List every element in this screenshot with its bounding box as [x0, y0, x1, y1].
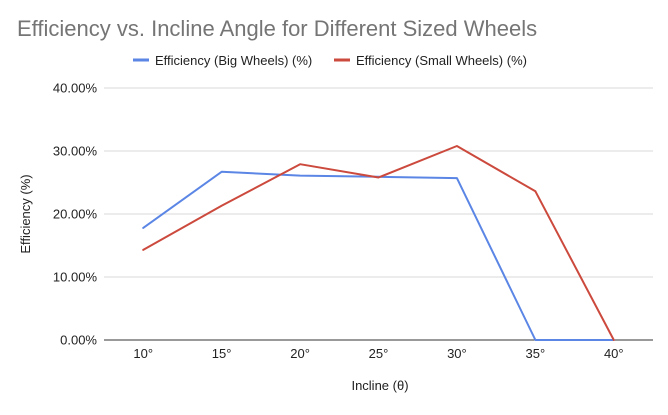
x-tick-label: 30°	[447, 346, 467, 361]
y-tick-label: 10.00%	[53, 270, 98, 285]
series-line-2	[143, 146, 614, 340]
chart-title: Efficiency vs. Incline Angle for Differe…	[17, 16, 537, 41]
x-tick-label: 35°	[526, 346, 546, 361]
x-axis-title: Incline (θ)	[351, 378, 408, 393]
legend-label: Efficiency (Small Wheels) (%)	[356, 53, 527, 68]
x-tick-label: 10°	[133, 346, 153, 361]
x-tick-label: 15°	[212, 346, 232, 361]
y-tick-label: 20.00%	[53, 207, 98, 222]
series-line-1	[143, 172, 614, 340]
x-tick-label: 40°	[604, 346, 624, 361]
x-axis-ticks: 10° 15° 20° 25° 30° 35° 40°	[133, 346, 623, 361]
gridlines	[104, 88, 653, 340]
series-lines	[143, 146, 614, 340]
legend-label: Efficiency (Big Wheels) (%)	[155, 53, 312, 68]
x-tick-label: 25°	[369, 346, 389, 361]
y-tick-label: 30.00%	[53, 144, 98, 159]
x-tick-label: 20°	[290, 346, 310, 361]
y-axis-title: Efficiency (%)	[18, 174, 33, 253]
y-axis-ticks: 0.00% 10.00% 20.00% 30.00% 40.00%	[53, 81, 98, 348]
y-tick-label: 0.00%	[60, 333, 97, 348]
legend: Efficiency (Big Wheels) (%) Efficiency (S…	[133, 53, 527, 68]
y-tick-label: 40.00%	[53, 81, 98, 96]
